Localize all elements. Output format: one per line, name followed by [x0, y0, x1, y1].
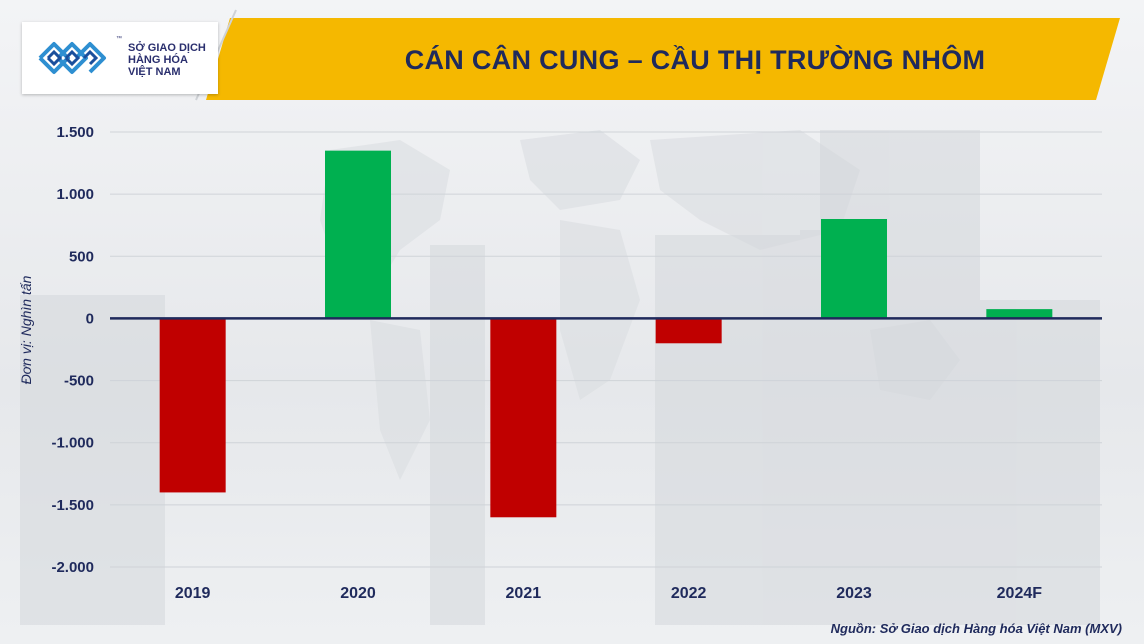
logo-trademark: ™ — [116, 36, 122, 42]
bars — [159, 150, 1053, 518]
y-tick-label: -1.500 — [51, 497, 94, 514]
x-tick-label: 2021 — [506, 585, 542, 602]
y-tick-labels: 1.500 1.000 500 0 -500 -1.000 -1.500 -2.000 — [51, 124, 94, 576]
bar-2022 — [655, 318, 722, 344]
x-tick-label: 2020 — [340, 585, 376, 602]
bar-2021 — [490, 318, 557, 518]
y-tick-label: 1.500 — [56, 124, 94, 141]
y-tick-label: -1.000 — [51, 435, 94, 452]
y-tick-label: -2.000 — [51, 559, 94, 576]
gridlines — [110, 131, 1102, 568]
y-tick-label: 500 — [69, 248, 94, 265]
logo-line-1: SỞ GIAO DỊCH — [128, 42, 206, 54]
x-tick-labels: 2019 2020 2021 2022 2023 2024F — [175, 585, 1042, 602]
logo-line-2: HÀNG HÓA — [128, 54, 188, 66]
source-note: Nguồn: Sở Giao dịch Hàng hóa Việt Nam (M… — [830, 621, 1122, 636]
chart-title: CÁN CÂN CUNG – CẦU THỊ TRƯỜNG NHÔM — [404, 44, 986, 75]
logo-text: SỞ GIAO DỊCH HÀNG HÓA VIỆT NAM — [128, 42, 206, 78]
x-tick-label: 2019 — [175, 585, 211, 602]
x-tick-label: 2023 — [836, 585, 872, 602]
logo-mark-icon — [38, 42, 106, 74]
bar-2019 — [159, 318, 226, 493]
bar-2023 — [821, 219, 887, 319]
y-axis-title: Đơn vị: Nghìn tấn — [18, 275, 34, 385]
logo-line-3: VIỆT NAM — [128, 66, 181, 78]
y-tick-label: -500 — [64, 373, 94, 390]
x-tick-label: 2022 — [671, 585, 707, 602]
y-tick-label: 1.000 — [56, 186, 94, 203]
logo: ™ SỞ GIAO DỊCH HÀNG HÓA VIỆT NAM — [22, 22, 218, 94]
bar-2024F — [986, 309, 1053, 319]
y-tick-label: 0 — [86, 310, 94, 327]
bar-2020 — [325, 150, 391, 319]
x-tick-label: 2024F — [997, 585, 1043, 602]
